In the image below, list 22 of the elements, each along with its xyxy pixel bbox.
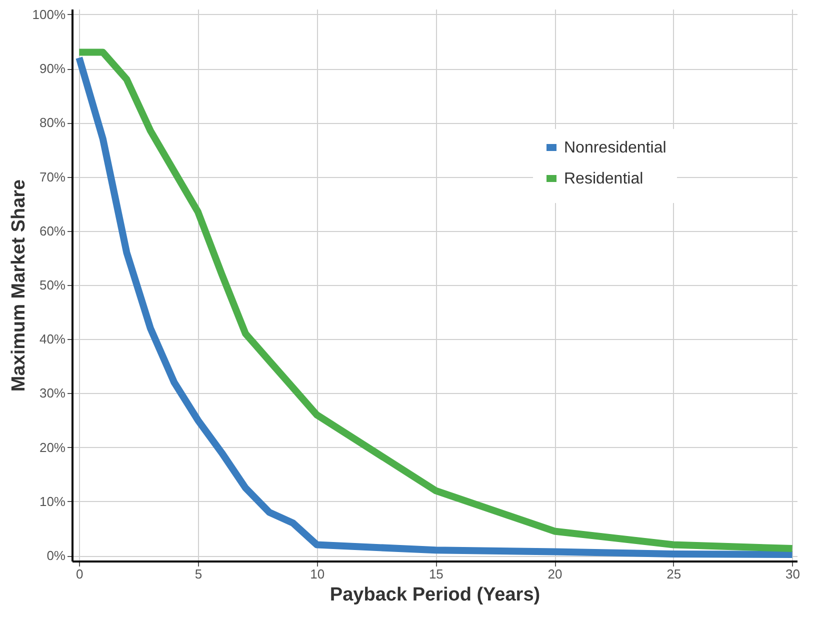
y-tick-label: 100% bbox=[32, 6, 66, 22]
y-axis-title: Maximum Market Share bbox=[8, 179, 30, 392]
y-tick-label: 30% bbox=[39, 386, 66, 401]
y-tick-label: 10% bbox=[39, 494, 66, 509]
legend-label: Residential bbox=[564, 170, 644, 188]
y-tick-label: 0% bbox=[46, 548, 66, 564]
x-axis-title: Payback Period (Years) bbox=[330, 584, 540, 606]
x-tick-label: 10 bbox=[310, 566, 325, 582]
x-tick-label: 20 bbox=[548, 566, 562, 582]
x-tick-label: 25 bbox=[666, 566, 682, 582]
x-tick-label: 15 bbox=[428, 566, 444, 582]
x-tick-label: 0 bbox=[76, 566, 84, 582]
x-tick-label: 5 bbox=[194, 566, 202, 582]
y-tick-label: 70% bbox=[39, 169, 66, 184]
y-tick-label: 50% bbox=[39, 278, 66, 292]
y-tick-label: 80% bbox=[39, 115, 66, 130]
y-tick-label: 40% bbox=[39, 332, 66, 347]
legend-label: Nonresidential bbox=[564, 140, 666, 156]
y-tick-label: 20% bbox=[39, 440, 66, 455]
y-tick-label: 90% bbox=[39, 61, 66, 76]
y-tick-label: 60% bbox=[39, 223, 66, 238]
x-tick-label: 30 bbox=[786, 566, 800, 582]
